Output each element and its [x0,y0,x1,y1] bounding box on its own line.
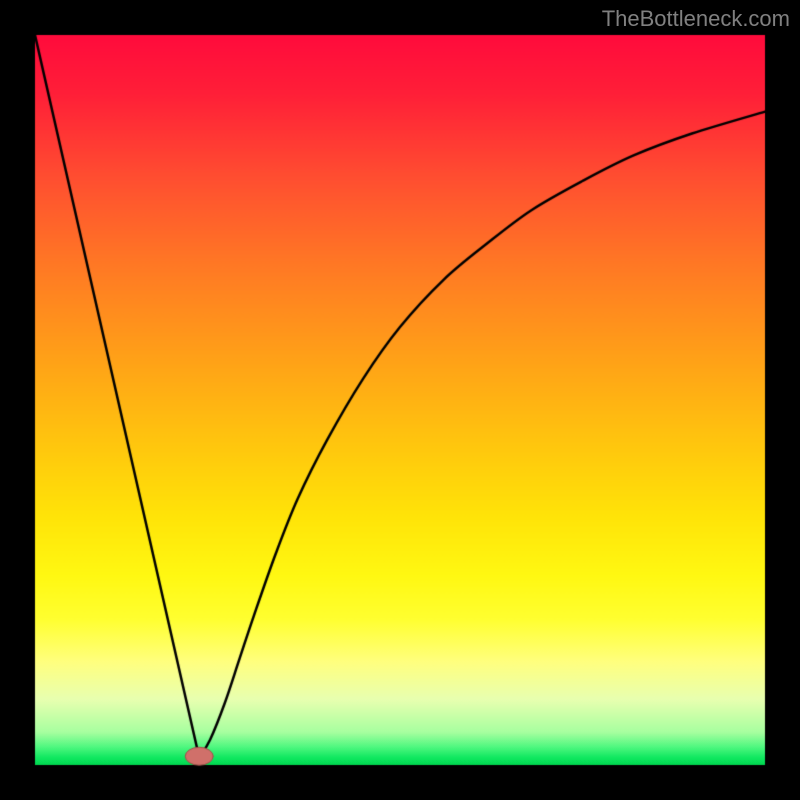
chart-container: TheBottleneck.com [0,0,800,800]
bottleneck-chart-canvas [0,0,800,800]
watermark-text: TheBottleneck.com [602,6,790,32]
